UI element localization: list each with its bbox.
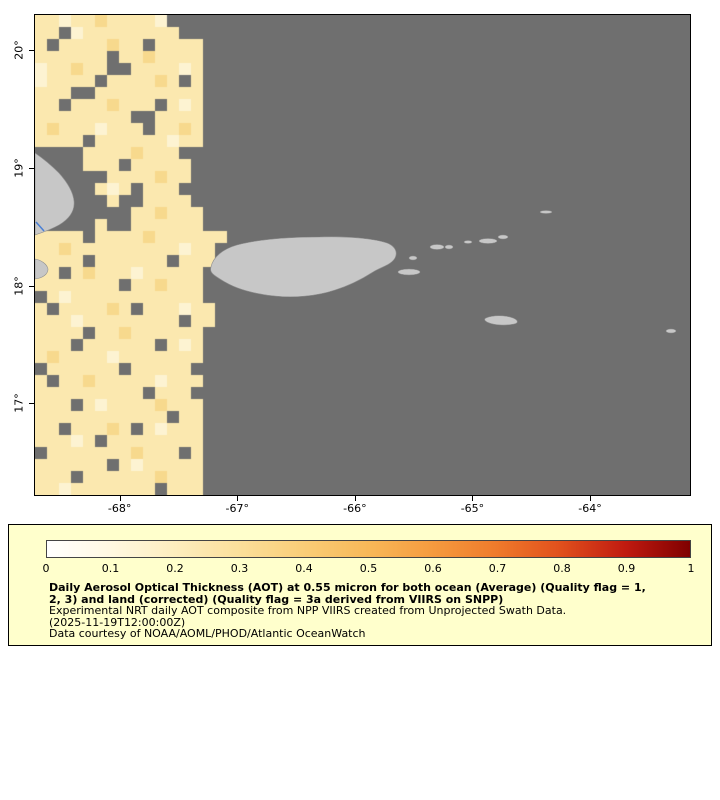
coastline-blue-mark [35, 221, 45, 232]
land-hispaniola-south-tip [35, 258, 49, 280]
colorbar-tick-label: 1 [687, 562, 695, 575]
land-st-john [444, 244, 454, 250]
colorbar-tick-label: 0.1 [101, 562, 120, 575]
lat-tick [29, 167, 34, 169]
land-vieques [397, 268, 421, 276]
colorbar-tick-label: 0.5 [359, 562, 378, 575]
legend-panel: 0 0.1 0.2 0.3 0.4 0.5 0.6 0.7 0.8 0.9 1 Daily Aero… [8, 524, 712, 646]
lon-tick [237, 496, 239, 501]
legend-text-block: Daily Aerosol Optical Thickness (AOT) at… [49, 582, 646, 640]
legend-title-line-2: 2, 3) and land (corrected) (Quality flag… [49, 592, 504, 606]
land-culebra [408, 255, 418, 261]
lon-tick-label: -67° [225, 502, 249, 515]
legend-title-line-1: Daily Aerosol Optical Thickness (AOT) at… [49, 581, 646, 594]
lon-tick [590, 496, 592, 501]
lat-tick-label: 18° [12, 275, 26, 296]
land-layer [35, 152, 677, 334]
lon-tick [119, 496, 121, 501]
colorbar-tick-label: 0.6 [424, 562, 442, 575]
land-hispaniola-east-tip [35, 152, 75, 236]
legend-credit: Data courtesy of NOAA/AOML/PHOD/Atlantic… [49, 627, 366, 641]
colorbar-tick-label: 0.9 [617, 562, 636, 575]
land-puerto-rico [210, 236, 397, 298]
colorbar-tick-labels: 0 0.1 0.2 0.3 0.4 0.5 0.6 0.7 0.8 0.9 1 [42, 562, 695, 576]
legend-subtitle: Experimental NRT daily AOT composite fro… [49, 604, 567, 618]
lon-tick [354, 496, 356, 501]
colorbar-tick-label: 0.3 [230, 562, 249, 575]
lat-tick [29, 285, 34, 287]
lat-tick [29, 403, 34, 405]
land-st-thomas [429, 244, 445, 250]
lon-tick-label: -64° [578, 502, 602, 515]
land-anegada [539, 210, 553, 214]
colorbar-tick-label: 0.8 [553, 562, 571, 575]
colorbar-tick-label: 0.7 [488, 562, 507, 575]
colorbar [46, 540, 691, 558]
land-st-croix [484, 315, 518, 326]
lat-tick [29, 50, 34, 52]
lon-tick-label: -66° [343, 502, 367, 515]
land-virgin-gorda [497, 234, 509, 240]
lat-tick-label: 17° [12, 393, 26, 413]
land-small-island-east [665, 328, 677, 334]
lon-tick-label: -65° [460, 502, 485, 515]
legend-timestamp: (2025-11-19T12:00:00Z) [49, 615, 186, 629]
lon-tick [472, 496, 474, 501]
land-tortola [478, 238, 498, 244]
land-jost-van-dyke [463, 240, 473, 244]
colorbar-tick-label: 0.4 [295, 562, 313, 575]
lat-tick-label: 20° [12, 40, 26, 61]
colorbar-tick-label: 0.2 [166, 562, 184, 575]
lon-tick-label: -68° [107, 502, 132, 515]
lat-tick-label: 19° [12, 158, 26, 178]
map-plot [34, 14, 691, 496]
colorbar-tick-label: 0 [42, 562, 50, 575]
